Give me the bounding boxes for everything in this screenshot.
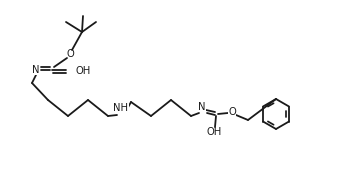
Text: O: O [228,107,236,117]
Text: NH: NH [113,103,128,113]
Text: OH: OH [206,127,222,137]
Text: N: N [32,65,40,75]
Text: N: N [198,102,206,112]
Text: OH: OH [75,66,90,76]
Text: O: O [66,49,74,59]
